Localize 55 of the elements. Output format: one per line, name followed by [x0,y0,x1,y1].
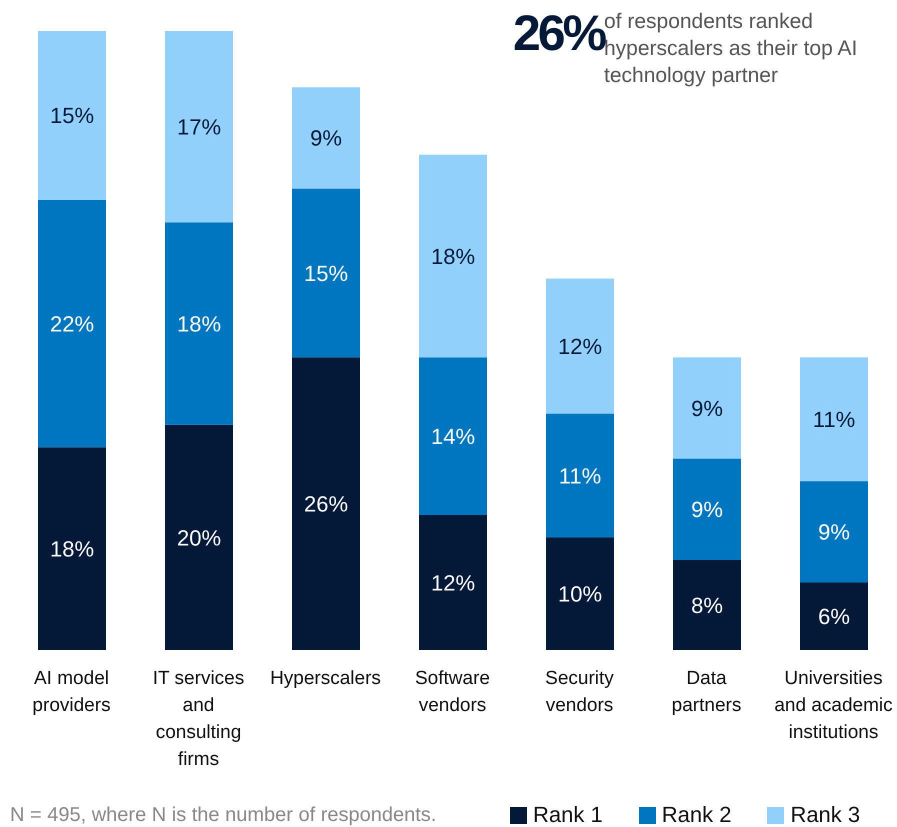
x-tick-label: IT services and consulting firms [152,668,244,770]
bar [165,31,233,222]
data-label: 9% [310,126,342,151]
bar [419,357,487,515]
data-label: 6% [818,604,850,630]
bar [546,537,614,650]
data-label: 18% [176,311,222,336]
bar [38,200,106,448]
data-label: 18% [50,536,94,562]
bar [419,514,487,650]
data-label: 26% [304,492,348,516]
data-label: 9% [691,396,723,421]
bar [673,458,741,560]
bar [38,31,106,200]
data-label: 22% [50,311,94,336]
annotation: of respondents ranked hyperscalers as their top AI technology partner [604,9,858,89]
x-tick-label: Universities and academic institutions [774,668,893,743]
bar [800,357,868,482]
data-label: 20% [176,525,222,550]
bar [673,357,741,459]
bar [800,481,868,582]
annotation: 26% [513,5,604,61]
bar [419,154,487,358]
bar [165,424,233,650]
bar [292,357,360,650]
legend-label: Rank 3 [790,802,860,827]
data-label: 18% [430,244,476,269]
x-tick-label: Security vendors [545,668,614,716]
data-label: 9% [691,497,723,522]
data-label: 15% [304,260,348,286]
bar [546,278,614,414]
data-label: 8% [691,592,723,618]
data-label: 15% [50,103,94,128]
x-tick-label: Data partners [672,668,742,716]
x-tick-label: AI model providers [32,668,111,716]
data-label: 10% [558,582,602,607]
data-label: 11% [558,463,602,488]
data-label: 11% [812,407,856,432]
bar [673,560,741,650]
legend-label: Rank 2 [662,802,732,827]
x-tick-label: Software vendors [415,668,490,716]
bar [165,222,233,425]
data-label: 9% [818,520,850,545]
data-label: 12% [558,334,602,359]
x-tick-label: Hyperscalers [270,668,381,689]
bar [292,87,360,189]
text: N = 495, where N is the number of respondents. [10,804,436,827]
data-label: 14% [430,424,476,449]
bar [292,188,360,358]
data-label: 17% [176,114,222,140]
legend-label: Rank 1 [533,802,603,827]
bar [546,414,614,538]
bar [800,582,868,650]
bar [38,447,106,650]
data-label: 12% [430,570,476,596]
